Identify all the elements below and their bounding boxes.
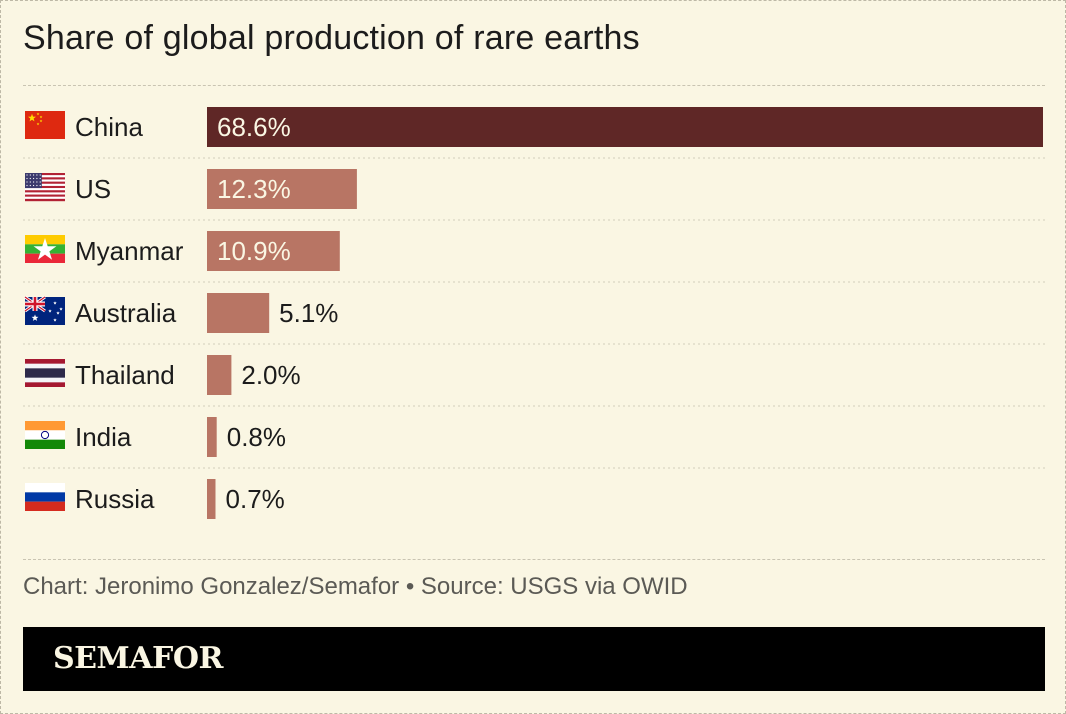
semafor-logo: SEMAFOR: [53, 641, 223, 676]
bar-value-label: 5.1%: [279, 298, 338, 328]
bar: [207, 107, 1043, 147]
category-label: US: [75, 174, 111, 204]
bar-value-label: 68.6%: [217, 112, 291, 142]
bar-value-label: 10.9%: [217, 236, 291, 266]
myanmar-flag-icon: [25, 235, 65, 263]
russia-flag-icon: [25, 483, 65, 511]
bottom-divider: [23, 559, 1045, 560]
thailand-flag-icon: [25, 359, 65, 387]
bar-value-label: 0.8%: [227, 422, 286, 452]
india-flag-icon: [25, 421, 65, 449]
category-label: Russia: [75, 484, 155, 514]
chart-title: Share of global production of rare earth…: [23, 19, 640, 57]
bar: [207, 169, 357, 209]
category-label: Australia: [75, 298, 177, 328]
category-label: Myanmar: [75, 236, 184, 266]
bar: [207, 231, 340, 271]
china-flag-icon: [25, 111, 65, 139]
category-label: Thailand: [75, 360, 175, 390]
category-label: China: [75, 112, 143, 142]
bar: [207, 479, 216, 519]
us-flag-icon: [25, 173, 65, 202]
bar-chart: China 68.6% US 12.3% Myanmar 10.9% Australia 5.…: [23, 107, 1045, 519]
bar: [207, 417, 217, 457]
top-divider: [23, 85, 1045, 86]
bar-value-label: 0.7%: [226, 484, 285, 514]
bar: [207, 293, 270, 333]
brand-footer-bar: SEMAFOR: [23, 627, 1045, 691]
bar-value-label: 2.0%: [241, 360, 300, 390]
category-label: India: [75, 422, 132, 452]
bar: [207, 355, 232, 395]
chart-credit: Chart: Jeronimo Gonzalez/Semafor • Sourc…: [23, 573, 688, 600]
bar-value-label: 12.3%: [217, 174, 291, 204]
australia-flag-icon: [24, 295, 65, 325]
